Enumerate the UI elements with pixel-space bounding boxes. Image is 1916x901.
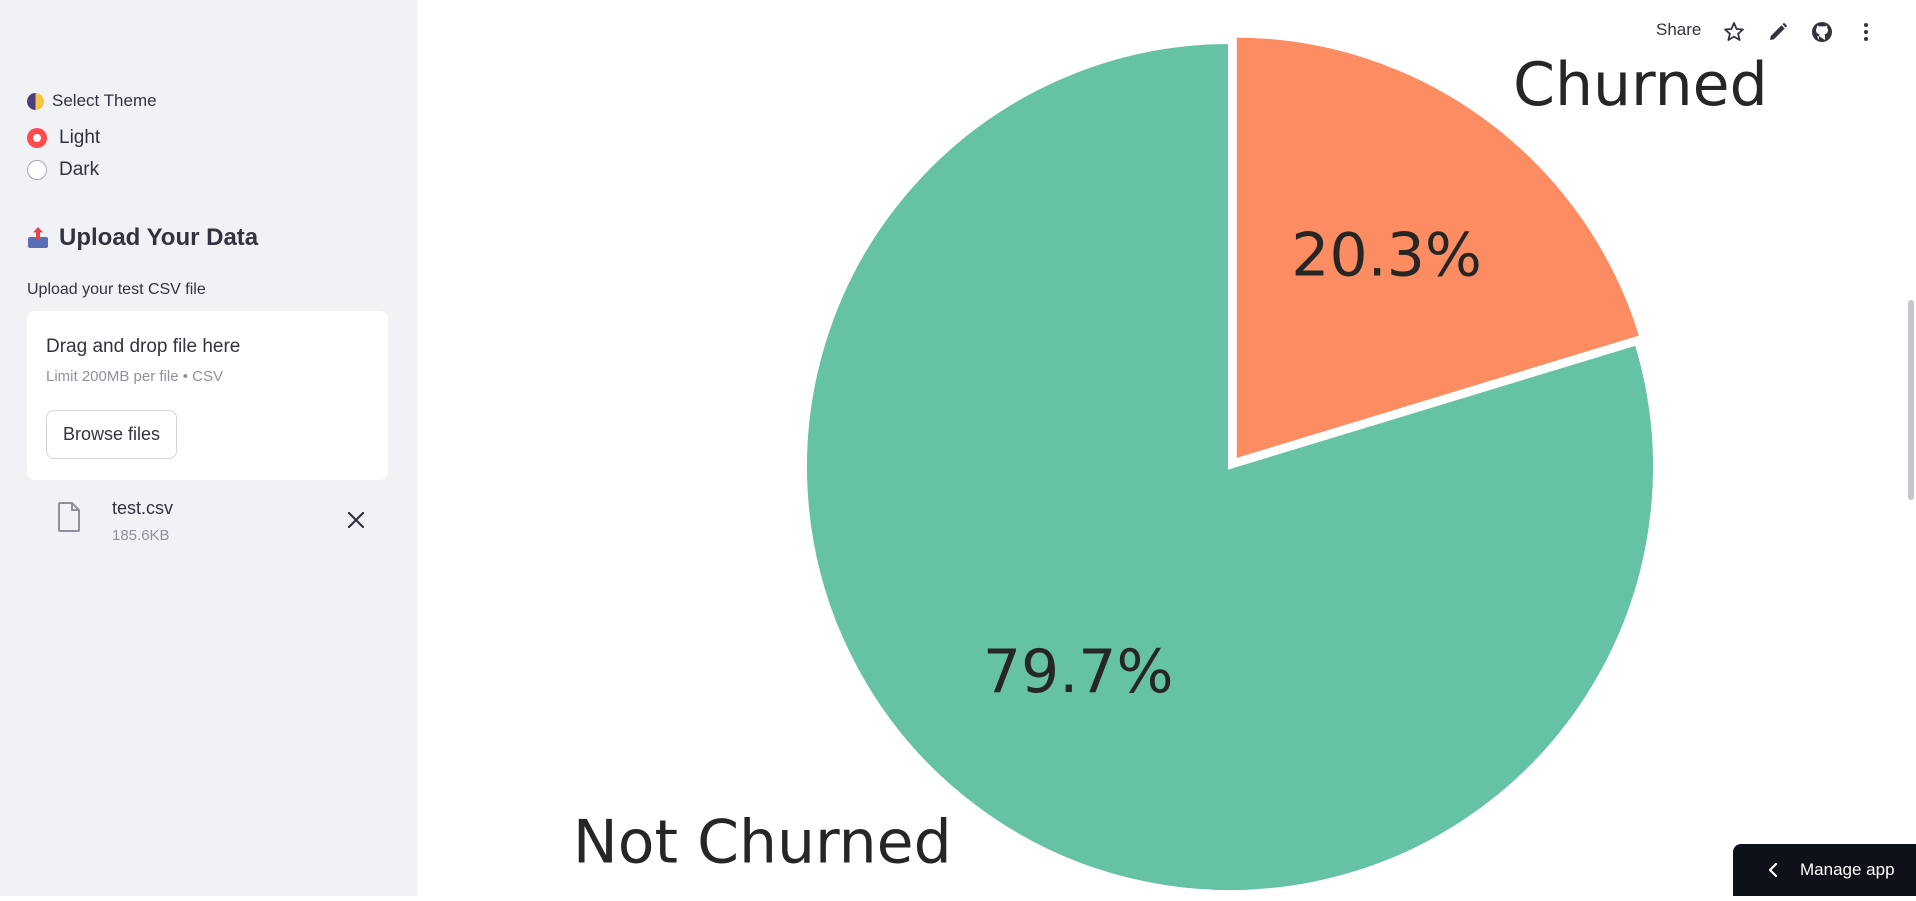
file-dropzone[interactable]: Drag and drop file here Limit 200MB per …	[27, 311, 388, 480]
theme-label-text: Select Theme	[52, 91, 157, 110]
theme-label: Select Theme	[27, 91, 157, 111]
upload-caption: Upload your test CSV file	[27, 281, 206, 298]
pie-slice-not-churned	[803, 39, 1657, 894]
app-toolbar: Share	[1516, 0, 1916, 64]
file-icon	[58, 502, 80, 532]
file-size: 185.6KB	[112, 527, 170, 544]
file-name: test.csv	[112, 498, 174, 518]
close-icon[interactable]	[346, 510, 366, 530]
sidebar: Select Theme Light Dark Upload Your Data…	[0, 0, 417, 896]
pie-percent-label: 20.3%	[1291, 221, 1482, 291]
radio-dark[interactable]	[27, 160, 47, 180]
pie-category-label: Churned	[1513, 50, 1768, 120]
theme-option-dark-label: Dark	[59, 159, 100, 180]
pencil-icon[interactable]	[1766, 20, 1790, 44]
pie-category-label: Not Churned	[573, 808, 952, 878]
share-button[interactable]: Share	[1656, 20, 1702, 39]
pie-percent-label: 79.7%	[983, 637, 1174, 707]
upload-heading-text: Upload Your Data	[59, 224, 259, 251]
theme-option-light[interactable]: Light	[27, 127, 100, 149]
half-moon-icon	[27, 92, 44, 110]
more-vertical-icon[interactable]	[1854, 20, 1878, 44]
pie-slice-churned	[1232, 33, 1644, 464]
star-icon[interactable]	[1722, 20, 1746, 44]
churn-pie-chart: 20.3% Churned 79.7% Not Churned	[417, 0, 1916, 896]
uploaded-file-item: test.csv 185.6KB	[27, 490, 388, 550]
github-icon[interactable]	[1810, 20, 1834, 44]
manage-app-label: Manage app	[1800, 860, 1895, 879]
browse-files-button[interactable]: Browse files	[46, 410, 177, 459]
theme-option-light-label: Light	[59, 127, 101, 148]
dropzone-limit: Limit 200MB per file • CSV	[46, 368, 223, 385]
theme-option-dark[interactable]: Dark	[27, 159, 99, 181]
inbox-tray-icon	[27, 227, 49, 249]
manage-app-button[interactable]: Manage app	[1733, 844, 1916, 896]
dropzone-title: Drag and drop file here	[46, 336, 241, 357]
scrollbar[interactable]	[1908, 300, 1914, 500]
radio-light[interactable]	[27, 128, 47, 148]
upload-heading: Upload Your Data	[27, 224, 258, 252]
pie-chart-svg: 20.3% Churned 79.7% Not Churned	[573, 33, 1768, 894]
chevron-left-icon	[1768, 863, 1778, 877]
